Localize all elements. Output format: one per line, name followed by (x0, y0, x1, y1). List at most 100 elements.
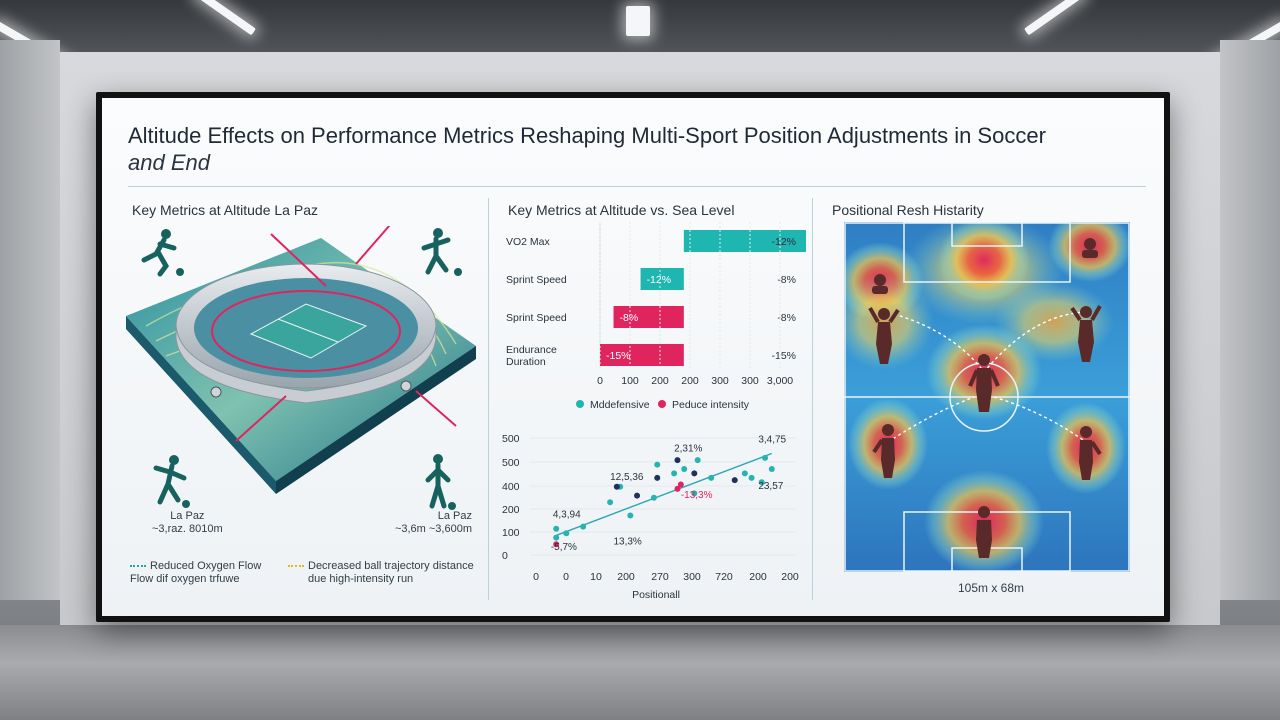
data-point (691, 490, 698, 497)
center-section-title: Key Metrics at Altitude vs. Sea Level (508, 202, 735, 218)
x-axis-label: Positionall (632, 589, 680, 601)
data-point (654, 461, 661, 468)
stadium-illustration (126, 226, 476, 494)
x-tick-label: 10 (590, 571, 602, 583)
pitch-line (277, 318, 339, 343)
stadium-inner-ring (211, 290, 401, 372)
data-annotation: 23,57 (758, 481, 783, 492)
penalty-box-top (903, 222, 1071, 283)
data-point (674, 457, 681, 464)
data-point (708, 474, 715, 481)
data-point (634, 492, 641, 499)
data-annotation: 13,3% (613, 536, 641, 547)
legend-text: Flow dif oxygen trfuwe (130, 573, 240, 585)
right-section-title: Positional Resh Histarity (832, 202, 984, 218)
data-annotation: -5,7% (551, 542, 577, 553)
x-tick-label: 200 (617, 571, 635, 583)
player-silhouette (1079, 426, 1102, 480)
y-tick-label: 400 (502, 481, 520, 493)
bar (613, 306, 684, 328)
data-point (694, 457, 701, 464)
data-annotation: 2,31% (674, 443, 702, 454)
data-point (671, 470, 678, 477)
legend-swatch (576, 400, 584, 408)
player-silhouette (872, 424, 895, 478)
player-silhouette (968, 354, 1000, 412)
x-tick-label: 300 (741, 375, 759, 387)
data-point (580, 523, 587, 530)
data-annotation: -13,3% (681, 490, 713, 501)
title-line-1: Altitude Effects on Performance Metrics … (128, 123, 1046, 148)
category-label: Endurance (506, 344, 557, 356)
data-point (681, 466, 688, 472)
player-silhouette (425, 454, 456, 510)
title-rule (128, 186, 1146, 187)
bar (600, 344, 684, 366)
side-wall (0, 40, 60, 600)
legend-item-oxygen: Reduced Oxygen Flow Flow dif oxygen trfu… (130, 560, 261, 586)
bar-value-label: -8% (620, 312, 639, 324)
player-silhouette (1082, 238, 1098, 258)
category-label: VO2 Max (506, 236, 551, 248)
floor (0, 625, 1280, 720)
y-tick-label: 500 (502, 433, 520, 445)
data-point (762, 454, 769, 461)
player-silhouette (141, 229, 184, 277)
data-point (677, 481, 684, 488)
right-value-label: -12% (771, 236, 796, 248)
player-silhouette (153, 455, 190, 508)
x-tick-label: 0 (597, 375, 603, 387)
marker-dot (210, 386, 222, 398)
right-value-label: -8% (777, 274, 796, 286)
data-point (731, 477, 738, 484)
data-point (691, 470, 698, 477)
category-label: Duration (506, 356, 546, 368)
data-point (650, 494, 657, 501)
pitch-heatmap (844, 222, 1130, 572)
data-point (758, 479, 765, 486)
x-tick-label: 200 (651, 375, 669, 387)
player-silhouette (872, 274, 888, 294)
location-altitude: ~3,raz. 8010m (152, 523, 223, 535)
altitude-arrow (270, 233, 327, 287)
scatter-chart: 500 500 400 200 100 0 0 0 10 200 270 300 720 200 200 Po… (502, 433, 799, 601)
legend-item-trajectory: Decreased ball trajectory distance due h… (288, 560, 474, 586)
left-section-title: Key Metrics at Altitude La Paz (132, 202, 318, 218)
x-tick-label: 300 (683, 571, 701, 583)
altitude-arrow (415, 390, 457, 427)
y-tick-label: 200 (502, 504, 520, 516)
x-tick-label: 3,000 (767, 375, 793, 387)
bar-value-label: -12% (647, 274, 672, 286)
altitude-arrow (355, 226, 391, 265)
x-tick-label: 200 (749, 571, 767, 583)
location-altitude: ~3,6m ~3,600m (394, 523, 472, 535)
data-point (654, 474, 661, 481)
data-annotation: 3,4,75 (758, 434, 786, 445)
x-tick-label: 200 (781, 571, 799, 583)
data-point (553, 525, 560, 532)
legend-swatch-yellow (288, 565, 304, 568)
location-name: La Paz (437, 510, 472, 522)
x-tick-label: 100 (621, 375, 639, 387)
stadium-wall (175, 325, 437, 404)
player-silhouette (1070, 305, 1102, 362)
data-point (613, 483, 620, 490)
display-screen: Altitude Effects on Performance Metrics … (96, 92, 1170, 622)
data-point (607, 499, 614, 506)
bar (683, 230, 806, 252)
legend-text: due high-intensity run (308, 573, 414, 585)
player-silhouette (868, 307, 900, 364)
location-label-right: La Paz ~3,6m ~3,600m (392, 510, 472, 536)
y-tick-label: 0 (502, 550, 508, 562)
x-tick-label: 0 (563, 571, 569, 583)
location-label-left: La Paz ~3,raz. 8010m (152, 510, 223, 536)
section-divider (488, 198, 489, 600)
player-silhouette (976, 506, 992, 558)
right-value-label: -8% (777, 312, 796, 324)
legend-label: Mddefensive (590, 399, 650, 411)
legend-swatch-teal (130, 565, 146, 568)
altitude-arrow (235, 395, 287, 442)
location-name: La Paz (170, 510, 205, 522)
data-point (627, 512, 634, 519)
category-label: Sprint Speed (506, 274, 567, 286)
